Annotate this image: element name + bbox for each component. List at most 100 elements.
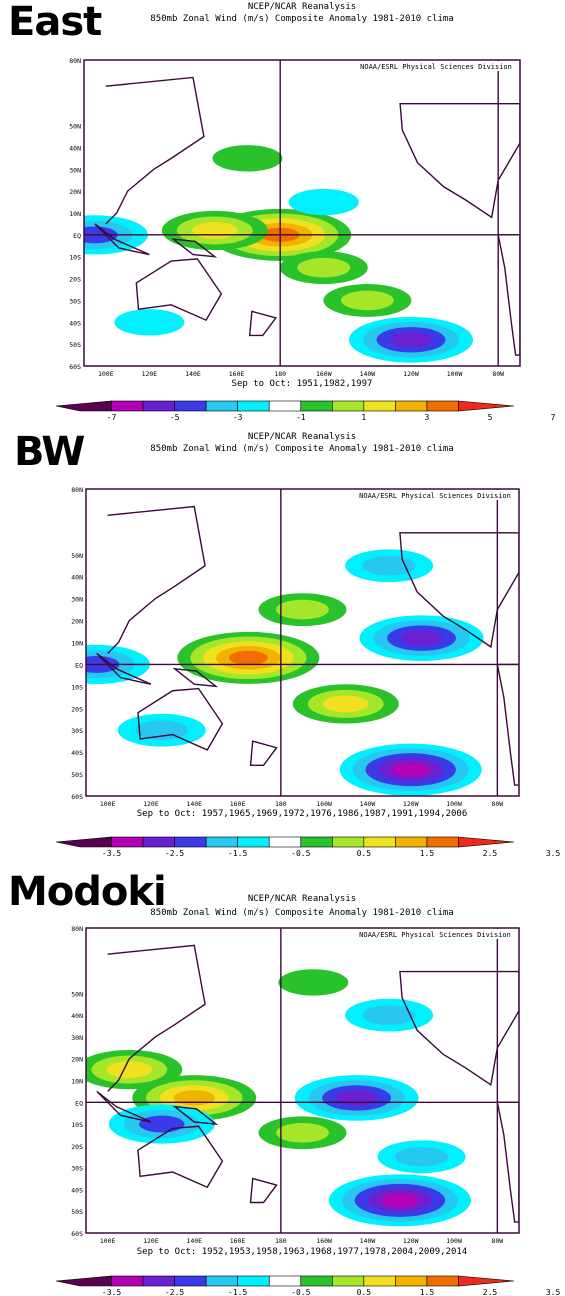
map-frame [85,488,520,797]
x-tick-label: 120W [403,1237,419,1245]
x-tick-label: 140W [360,1237,376,1245]
y-tick-label: 30S [69,297,81,305]
y-tick-label: 50N [69,123,81,131]
x-tick-label: 120W [403,370,419,378]
colorbar-segment [111,836,144,848]
x-tick-label: 180 [274,370,286,378]
colorbar-tick-label: 1 [361,413,366,422]
y-tick-label: 10S [69,254,81,262]
colorbar-tick-label: 3.5 [546,1288,561,1296]
anomaly-contour [323,695,369,713]
credit-text: NOAA/ESRL Physical Sciences Division [359,931,511,939]
credit-text: NOAA/ESRL Physical Sciences Division [359,492,511,500]
anomaly-contour [228,650,268,665]
colorbar-tick-label: -1.5 [228,1288,247,1296]
coastline [96,1090,152,1123]
anomaly-contour [139,1115,185,1133]
y-tick-label: 20N [71,618,83,626]
colorbar-tick-label: 2.5 [483,1288,498,1296]
colorbar-segment [426,1275,459,1287]
colorbar-tick-label: 2.5 [483,849,498,858]
chart-title: NCEP/NCAR Reanalysis [247,432,357,442]
chart-subtitle: 850mb Zonal Wind (m/s) Composite Anomaly… [150,444,454,454]
colorbar-tick-label: -0.5 [291,849,310,858]
y-tick-label: 30N [71,596,83,604]
colorbar-tick-label: -3.5 [102,1288,121,1296]
colorbar-segment [268,836,302,848]
anomaly-contour [390,332,432,348]
colorbar-segment [205,836,238,848]
credit-text: NOAA/ESRL Physical Sciences Division [360,63,512,71]
colorbar-segment [426,400,459,412]
x-tick-label: 120E [143,1237,159,1245]
y-tick-label: 10N [69,210,81,218]
colorbar-segment [55,400,112,412]
y-tick-label: 10N [71,1078,83,1086]
panel-bw: BW NCEP/NCAR Reanalysis 850mb Zonal Wind… [0,430,565,860]
colorbar-segment [237,1275,270,1287]
coastline [137,687,224,751]
x-tick-label: 160W [316,370,332,378]
y-tick-label: 60S [71,1230,83,1238]
coastline [107,505,206,654]
colorbar-tick-label: -3.5 [102,849,121,858]
coastline [105,76,205,225]
x-tick-label: 140E [185,370,201,378]
y-tick-label: 80N [71,486,83,494]
colorbar: -7 -5 -3 -1 1 3 5 7 [55,400,556,422]
colorbar-segment [142,836,175,848]
y-tick-label: 80N [69,57,81,65]
anomaly-contour [173,1090,215,1106]
chart-subtitle: 850mb Zonal Wind (m/s) Composite Anomaly… [150,14,454,24]
map-frame [83,59,521,367]
x-tick-label: 100E [100,1237,116,1245]
y-tick-label: 30S [71,1165,83,1173]
y-tick-label: EQ [75,1099,83,1107]
x-tick-label: 100W [446,1237,462,1245]
y-tick-label: 40S [69,319,81,327]
chart-title: NCEP/NCAR Reanalysis [247,894,357,904]
anomaly-contour [106,1061,152,1079]
x-tick-label: 180 [275,800,287,808]
coastline [107,944,206,1092]
colorbar-segment [426,836,459,848]
anomaly-contour [395,1146,448,1167]
colorbar-tick-label: 1.5 [420,1288,435,1296]
colorbar-tick-label: -1 [296,413,306,422]
y-tick-label: 40S [71,749,83,757]
y-tick-label: 40S [71,1186,83,1194]
y-tick-label: 20S [69,276,81,284]
x-tick-label: 160E [230,1237,246,1245]
colorbar-segment [332,1275,365,1287]
x-tick-label: 140W [360,370,376,378]
anomaly-contour [135,720,189,741]
colorbar-segment [174,400,207,412]
anomaly-contour [391,762,431,777]
colorbar-segment [237,836,270,848]
anomaly-contour [276,599,329,620]
credit-box [351,490,518,500]
colorbar-tick-label: -7 [107,413,117,422]
x-tick-label: 100W [447,370,463,378]
coastline [249,1177,278,1204]
anomaly-contour [212,145,283,172]
colorbar-segment [395,400,428,412]
coastline [497,234,520,356]
anomaly-contour [341,290,394,311]
colorbar-segment [142,400,175,412]
colorbar-segment [268,400,302,412]
colorbar-segment [300,836,333,848]
panel-modoki: Modoki NCEP/NCAR Reanalysis 850mb Zonal … [0,866,565,1296]
x-tick-label: 100E [100,800,116,808]
colorbar-segment [111,400,144,412]
colorbar-segment [395,1275,428,1287]
x-tick-label: 80W [492,370,504,378]
y-tick-label: 40N [71,574,83,582]
colorbar-segment [205,400,238,412]
colorbar-segment [55,1275,112,1287]
credit-box [351,929,518,939]
anomaly-field [86,489,519,796]
coastline [172,1105,219,1126]
anomaly-contour [400,630,443,646]
colorbar-segment [300,400,333,412]
